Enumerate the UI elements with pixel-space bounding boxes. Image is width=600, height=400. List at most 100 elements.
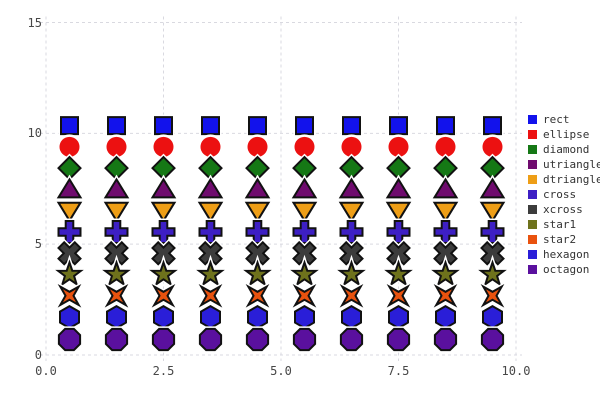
marker-xcross	[433, 240, 458, 266]
marker-octagon	[339, 327, 364, 352]
marker-ellipse	[200, 136, 221, 157]
legend-swatch-icon	[528, 250, 537, 259]
marker-dtriangle	[385, 201, 412, 223]
marker-star1	[55, 259, 84, 287]
marker-ellipse	[106, 136, 127, 157]
legend-swatch-icon	[528, 190, 537, 199]
marker-cross	[57, 220, 82, 244]
marker-star2	[151, 283, 176, 308]
y-tick-label: 15	[27, 15, 42, 30]
marker-octagon	[433, 327, 458, 352]
marker-hexagon	[341, 304, 362, 330]
marker-star1	[478, 259, 507, 287]
x-tick-label: 0.0	[35, 364, 57, 378]
marker-utriangle	[385, 177, 412, 199]
marker-rect	[201, 116, 220, 136]
legend-swatch-icon	[528, 160, 537, 169]
marker-dtriangle	[56, 201, 83, 223]
marker-star2	[245, 283, 270, 308]
legend-item-hexagon: hexagon	[528, 247, 600, 262]
legend-label: dtriangle	[543, 173, 600, 186]
marker-star1	[290, 259, 319, 287]
legend-swatch-icon	[528, 145, 537, 154]
marker-star2	[57, 283, 82, 308]
marker-octagon	[245, 327, 270, 352]
marker-octagon	[57, 327, 82, 352]
marker-dtriangle	[103, 201, 130, 223]
marker-cross	[339, 220, 364, 244]
legend-item-rect: rect	[528, 112, 600, 127]
marker-xcross	[151, 240, 176, 266]
marker-star2	[198, 283, 223, 308]
marker-xcross	[480, 240, 505, 266]
legend-swatch-icon	[528, 205, 537, 214]
x-tick-label: 7.5	[387, 364, 410, 378]
marker-rect	[248, 116, 267, 136]
marker-hexagon	[106, 304, 127, 330]
marker-xcross	[386, 240, 411, 266]
marker-utriangle	[103, 177, 130, 199]
marker-star1	[384, 259, 413, 287]
marker-hexagon	[435, 304, 456, 330]
marker-rect	[60, 116, 79, 136]
marker-dtriangle	[432, 201, 459, 223]
x-tick-label: 10.0	[501, 364, 531, 378]
marker-octagon	[151, 327, 176, 352]
marker-utriangle	[56, 177, 83, 199]
marker-octagon	[198, 327, 223, 352]
marker-dtriangle	[338, 201, 365, 223]
marker-rect	[342, 116, 361, 136]
marker-rect	[483, 116, 502, 136]
marker-hexagon	[59, 304, 80, 330]
marker-dtriangle	[150, 201, 177, 223]
marker-utriangle	[479, 177, 506, 199]
marker-dtriangle	[291, 201, 318, 223]
legend-swatch-icon	[528, 175, 537, 184]
legend-swatch-icon	[528, 235, 537, 244]
marker-cross	[245, 220, 270, 244]
marker-ellipse	[341, 136, 362, 157]
legend-item-ellipse: ellipse	[528, 127, 600, 142]
legend-label: rect	[543, 113, 570, 126]
marker-star1	[337, 259, 366, 287]
marker-ellipse	[294, 136, 315, 157]
marker-star1	[149, 259, 178, 287]
marker-rect	[389, 116, 408, 136]
legend-label: hexagon	[543, 248, 590, 261]
legend-swatch-icon	[528, 130, 537, 139]
marker-star1	[431, 259, 460, 287]
marker-cross	[292, 220, 317, 244]
legend-label: star1	[543, 218, 577, 231]
marker-xcross	[245, 240, 270, 266]
legend-item-xcross: xcross	[528, 202, 600, 217]
marker-utriangle	[432, 177, 459, 199]
legend-item-diamond: diamond	[528, 142, 600, 157]
marker-hexagon	[482, 304, 503, 330]
marker-utriangle	[291, 177, 318, 199]
marker-ellipse	[247, 136, 268, 157]
x-tick-label: 5.0	[270, 364, 292, 378]
marker-star2	[104, 283, 129, 308]
marker-star2	[386, 283, 411, 308]
marker-cross	[151, 220, 176, 244]
legend-item-star1: star1	[528, 217, 600, 232]
legend-label: utriangle	[543, 158, 600, 171]
legend: rect ellipse diamond utriangle dtriangle cros…	[528, 112, 600, 277]
marker-cross	[198, 220, 223, 244]
marker-octagon	[104, 327, 129, 352]
marker-ellipse	[153, 136, 174, 157]
legend-item-dtriangle: dtriangle	[528, 172, 600, 187]
marker-hexagon	[200, 304, 221, 330]
legend-swatch-icon	[528, 265, 537, 274]
marker-cross	[386, 220, 411, 244]
marker-cross	[433, 220, 458, 244]
marker-dtriangle	[479, 201, 506, 223]
legend-item-utriangle: utriangle	[528, 157, 600, 172]
legend-item-cross: cross	[528, 187, 600, 202]
marker-star1	[102, 259, 131, 287]
legend-item-star2: star2	[528, 232, 600, 247]
marker-rect	[295, 116, 314, 136]
legend-item-octagon: octagon	[528, 262, 600, 277]
